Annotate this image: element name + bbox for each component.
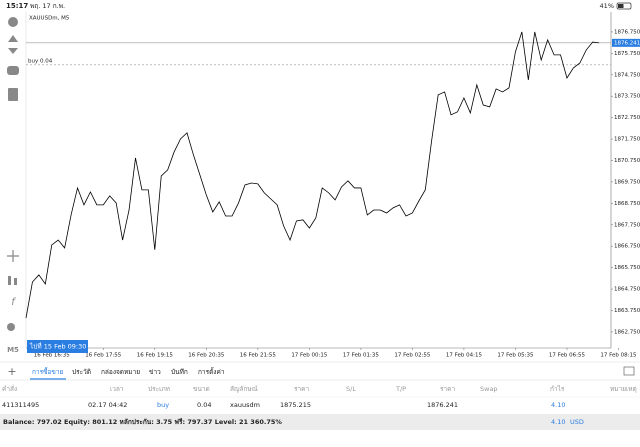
y-tick-label: 1874.750	[614, 72, 640, 78]
layout-icon[interactable]	[623, 366, 635, 376]
x-tick-label: 16 Feb 19:15	[137, 353, 174, 359]
tab[interactable]: กล่องจดหมาย	[101, 368, 140, 376]
tab-bar: การซื้อขาย ประวัติ กล่องจดหมาย ข่าว บันทึก กา…	[30, 367, 225, 380]
column-header: ประเภท	[148, 385, 170, 393]
summary-currency: USD	[570, 418, 584, 426]
column-header: เวลา	[110, 385, 124, 393]
price-tag-label: 1876.241	[614, 40, 640, 46]
x-tick-label: 16 Feb 17:55	[85, 353, 122, 359]
cell: 02.17 04:42	[88, 401, 127, 409]
cell: 4.10	[551, 401, 565, 409]
x-tick-label: 17 Feb 01:35	[343, 353, 380, 359]
cell: buy	[157, 401, 169, 409]
symbol-label: XAUUSDm, M5	[29, 16, 70, 22]
tab[interactable]: การตั้งค่า	[198, 367, 225, 376]
column-header: หมายเหตุ	[610, 385, 637, 393]
cell: 411311495	[2, 401, 39, 409]
table-row[interactable]: 411311495 02.17 04:42 buy 0.04 xauusdm 1…	[2, 401, 565, 409]
battery-icon	[616, 2, 632, 10]
x-tick-label: 17 Feb 05:35	[497, 353, 534, 359]
x-tick-label: 17 Feb 08:15	[600, 353, 637, 359]
x-tick-label: 16 Feb 21:55	[240, 353, 277, 359]
y-tick-label: 1871.750	[614, 137, 640, 143]
y-tick-label: 1868.750	[614, 201, 640, 207]
tab[interactable]: ข่าว	[149, 368, 161, 376]
battery-level	[618, 4, 624, 8]
column-header: กำไร	[550, 385, 565, 393]
tool-icon[interactable]	[8, 276, 11, 285]
tab[interactable]: บันทึก	[171, 368, 188, 376]
y-tick-label: 1865.750	[614, 265, 640, 271]
tool-icon[interactable]: f	[11, 297, 16, 308]
tool-icon[interactable]	[7, 250, 19, 262]
column-header: Swap	[480, 385, 498, 393]
order-label: buy 0.04	[28, 58, 53, 64]
goto-box[interactable]	[27, 340, 88, 353]
y-tick-label: 1869.750	[614, 179, 640, 185]
tool-icon[interactable]	[8, 17, 18, 27]
toolbar: f M5	[7, 17, 19, 354]
tool-icon[interactable]	[8, 88, 18, 101]
x-tick-label: 17 Feb 06:55	[549, 353, 586, 359]
status-time: 15:17	[6, 2, 28, 10]
y-tick-label: 1870.750	[614, 158, 640, 164]
y-tick-label: 1876.750	[614, 29, 640, 35]
column-header: S/L	[346, 385, 356, 393]
y-tick-label: 1873.750	[614, 94, 640, 100]
y-tick-label: 1864.750	[614, 287, 640, 293]
add-button[interactable]: +	[7, 365, 16, 378]
x-tick-label: 16 Feb 20:35	[188, 353, 225, 359]
x-tick-label: 17 Feb 02:55	[394, 353, 431, 359]
column-header: สัญลักษณ์	[230, 385, 258, 393]
goto-label: ไปที่ 15 Feb 09:30	[29, 342, 86, 351]
summary-total: 4.10	[551, 418, 565, 426]
tool-icon[interactable]	[8, 35, 18, 54]
tool-icon[interactable]	[14, 278, 17, 285]
column-header: ราคา	[294, 385, 309, 393]
plot: 1862.750 1863.750 1864.750 1865.750 1866.750…	[25, 29, 640, 359]
cell: xauusdm	[230, 401, 260, 409]
column-header: T/P	[395, 385, 406, 393]
price-tag	[612, 38, 640, 47]
summary-bar	[0, 414, 640, 430]
y-tick-label: 1862.750	[614, 329, 640, 335]
y-tick-label: 1866.750	[614, 244, 640, 250]
tab[interactable]: ประวัติ	[72, 368, 91, 376]
column-header: คำสั่ง	[2, 384, 17, 393]
tab[interactable]: การซื้อขาย	[32, 367, 63, 376]
y-tick-label: 1867.750	[614, 222, 640, 228]
cell: 1875.215	[280, 401, 311, 409]
status-battery: 41%	[600, 2, 614, 10]
tool-icon[interactable]	[7, 66, 19, 75]
y-tick-label: 1863.750	[614, 308, 640, 314]
x-tick-label: 17 Feb 00:15	[291, 353, 328, 359]
status-date: พฤ. 17 ก.พ.	[30, 2, 65, 10]
cell: 1876.241	[427, 401, 458, 409]
tool-icon[interactable]: M5	[7, 346, 19, 354]
x-tick-label: 16 Feb 16:35	[34, 353, 71, 359]
column-header: ขนาด	[193, 385, 210, 393]
x-tick-label: 17 Feb 04:15	[446, 353, 483, 359]
column-header: ราคา	[440, 385, 455, 393]
price-line-series	[25, 31, 600, 319]
summary-text: Balance: 797.02 Equity: 801.12 หลักประกั…	[3, 418, 282, 426]
tool-icon[interactable]	[7, 323, 15, 331]
cell: 0.04	[197, 401, 211, 409]
table-header: คำสั่ง เวลา ประเภท ขนาด สัญลักษณ์ ราคา S/L T/P ร…	[2, 384, 637, 393]
y-tick-label: 1875.750	[614, 51, 640, 57]
y-tick-label: 1872.750	[614, 115, 640, 121]
